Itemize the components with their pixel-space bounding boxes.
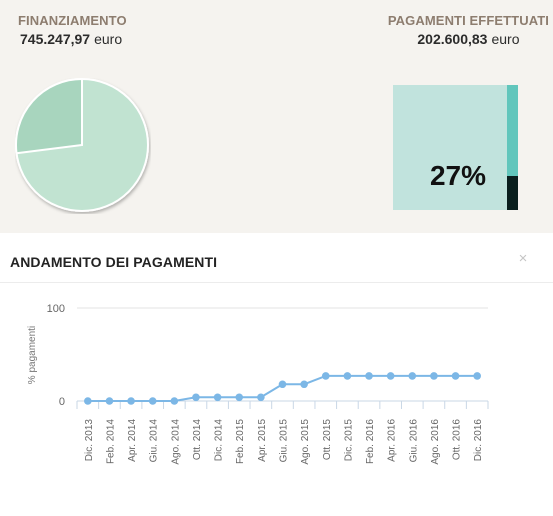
summary-panel: FINANZIAMENTO 745.247,97 euro PAGAMENTI E… — [0, 0, 553, 233]
x-tick-label-18: Dic. 2016 — [473, 419, 484, 462]
data-point-5 — [192, 393, 200, 402]
data-point-8 — [257, 393, 265, 402]
x-tick-label-1: Feb. 2014 — [105, 419, 116, 464]
funding-unit: euro — [94, 31, 123, 48]
payments-progress-box: 27% — [393, 85, 518, 210]
x-tick-label-5: Ott. 2014 — [192, 419, 203, 461]
x-tick-label-2: Apr. 2014 — [127, 419, 138, 462]
chart-series — [86, 374, 479, 402]
payments-value: 202.600,83 — [417, 31, 488, 48]
pie-paid-slice — [15, 77, 83, 155]
x-tick-label-14: Apr. 2016 — [387, 419, 398, 462]
data-point-16 — [430, 372, 438, 380]
payments-value-line: 202.600,83 euro — [388, 32, 549, 47]
section-divider — [0, 282, 553, 283]
x-tick-label-17: Ott. 2016 — [452, 419, 463, 461]
x-tick-label-9: Giu. 2015 — [279, 419, 290, 463]
progress-percent: 27% — [429, 160, 486, 191]
data-point-7 — [235, 393, 244, 402]
payments-line-chart: 0 100 % pagamenti Dic. 2013 Feb. 2014 Apr. 20… — [0, 285, 553, 511]
x-tick-label-8: Apr. 2015 — [257, 419, 268, 462]
x-tick-label-16: Ago. 2016 — [430, 419, 441, 465]
payments-trend-panel: ANDAMENTO DEI PAGAMENTI × 0 100 % pagament… — [0, 233, 553, 511]
chart-axes — [76, 401, 489, 409]
data-point-15 — [408, 372, 417, 380]
data-point-11 — [321, 372, 330, 380]
x-tick-label-4: Ago. 2014 — [170, 419, 181, 465]
data-point-17 — [451, 372, 460, 380]
x-tick-label-3: Giu. 2014 — [149, 419, 160, 463]
funding-value: 745.247,97 — [20, 31, 91, 48]
data-point-3 — [148, 397, 157, 405]
pie-group — [15, 77, 149, 212]
x-tick-label-12: Dic. 2015 — [343, 419, 354, 462]
close-icon: × — [518, 250, 528, 267]
data-point-6 — [213, 393, 222, 402]
section-title: ANDAMENTO DEI PAGAMENTI — [10, 254, 218, 270]
close-button[interactable]: × — [516, 250, 530, 268]
funding-value-line: 745.247,97 euro — [20, 32, 127, 47]
payments-label: PAGAMENTI EFFETTUATI — [387, 13, 549, 28]
funding-label: FINANZIAMENTO — [18, 13, 127, 28]
data-point-0 — [84, 397, 92, 405]
x-tick-label-7: Feb. 2015 — [235, 419, 246, 464]
progress-bar-fill — [507, 176, 518, 210]
funding-summary: FINANZIAMENTO 745.247,97 euro — [18, 13, 127, 48]
payment-pie-svg — [15, 77, 149, 212]
payments-unit: euro — [491, 31, 520, 48]
data-point-10 — [300, 380, 308, 389]
x-tick-label-10: Ago. 2015 — [300, 419, 311, 465]
x-tick-label-13: Feb. 2016 — [365, 419, 376, 464]
payments-summary: PAGAMENTI EFFETTUATI 202.600,83 euro — [387, 13, 549, 48]
payments-series-line — [86, 374, 479, 402]
payment-pie-chart — [15, 77, 151, 214]
y-tick-label-0: 0 — [59, 396, 65, 408]
y-tick-label-1: 100 — [47, 303, 65, 315]
data-point-12 — [343, 372, 352, 380]
chart-labels: 0 100 % pagamenti Dic. 2013 Feb. 2014 Apr. 20… — [27, 303, 484, 465]
data-point-14 — [386, 372, 395, 380]
data-point-4 — [170, 397, 179, 405]
payments-line-chart-svg: 0 100 % pagamenti Dic. 2013 Feb. 2014 Apr. 20… — [27, 303, 489, 465]
x-tick-label-15: Giu. 2016 — [408, 419, 419, 463]
x-tick-label-0: Dic. 2013 — [84, 419, 95, 462]
y-axis-label: % pagamenti — [27, 326, 38, 384]
data-point-13 — [365, 372, 373, 380]
data-point-2 — [127, 397, 135, 405]
x-tick-label-11: Ott. 2015 — [322, 419, 333, 461]
data-point-9 — [278, 380, 287, 389]
progress-bar-track — [507, 85, 518, 210]
data-point-1 — [105, 397, 114, 405]
data-point-18 — [473, 372, 481, 380]
x-tick-label-6: Dic. 2014 — [214, 419, 225, 462]
chart-points — [84, 372, 481, 405]
